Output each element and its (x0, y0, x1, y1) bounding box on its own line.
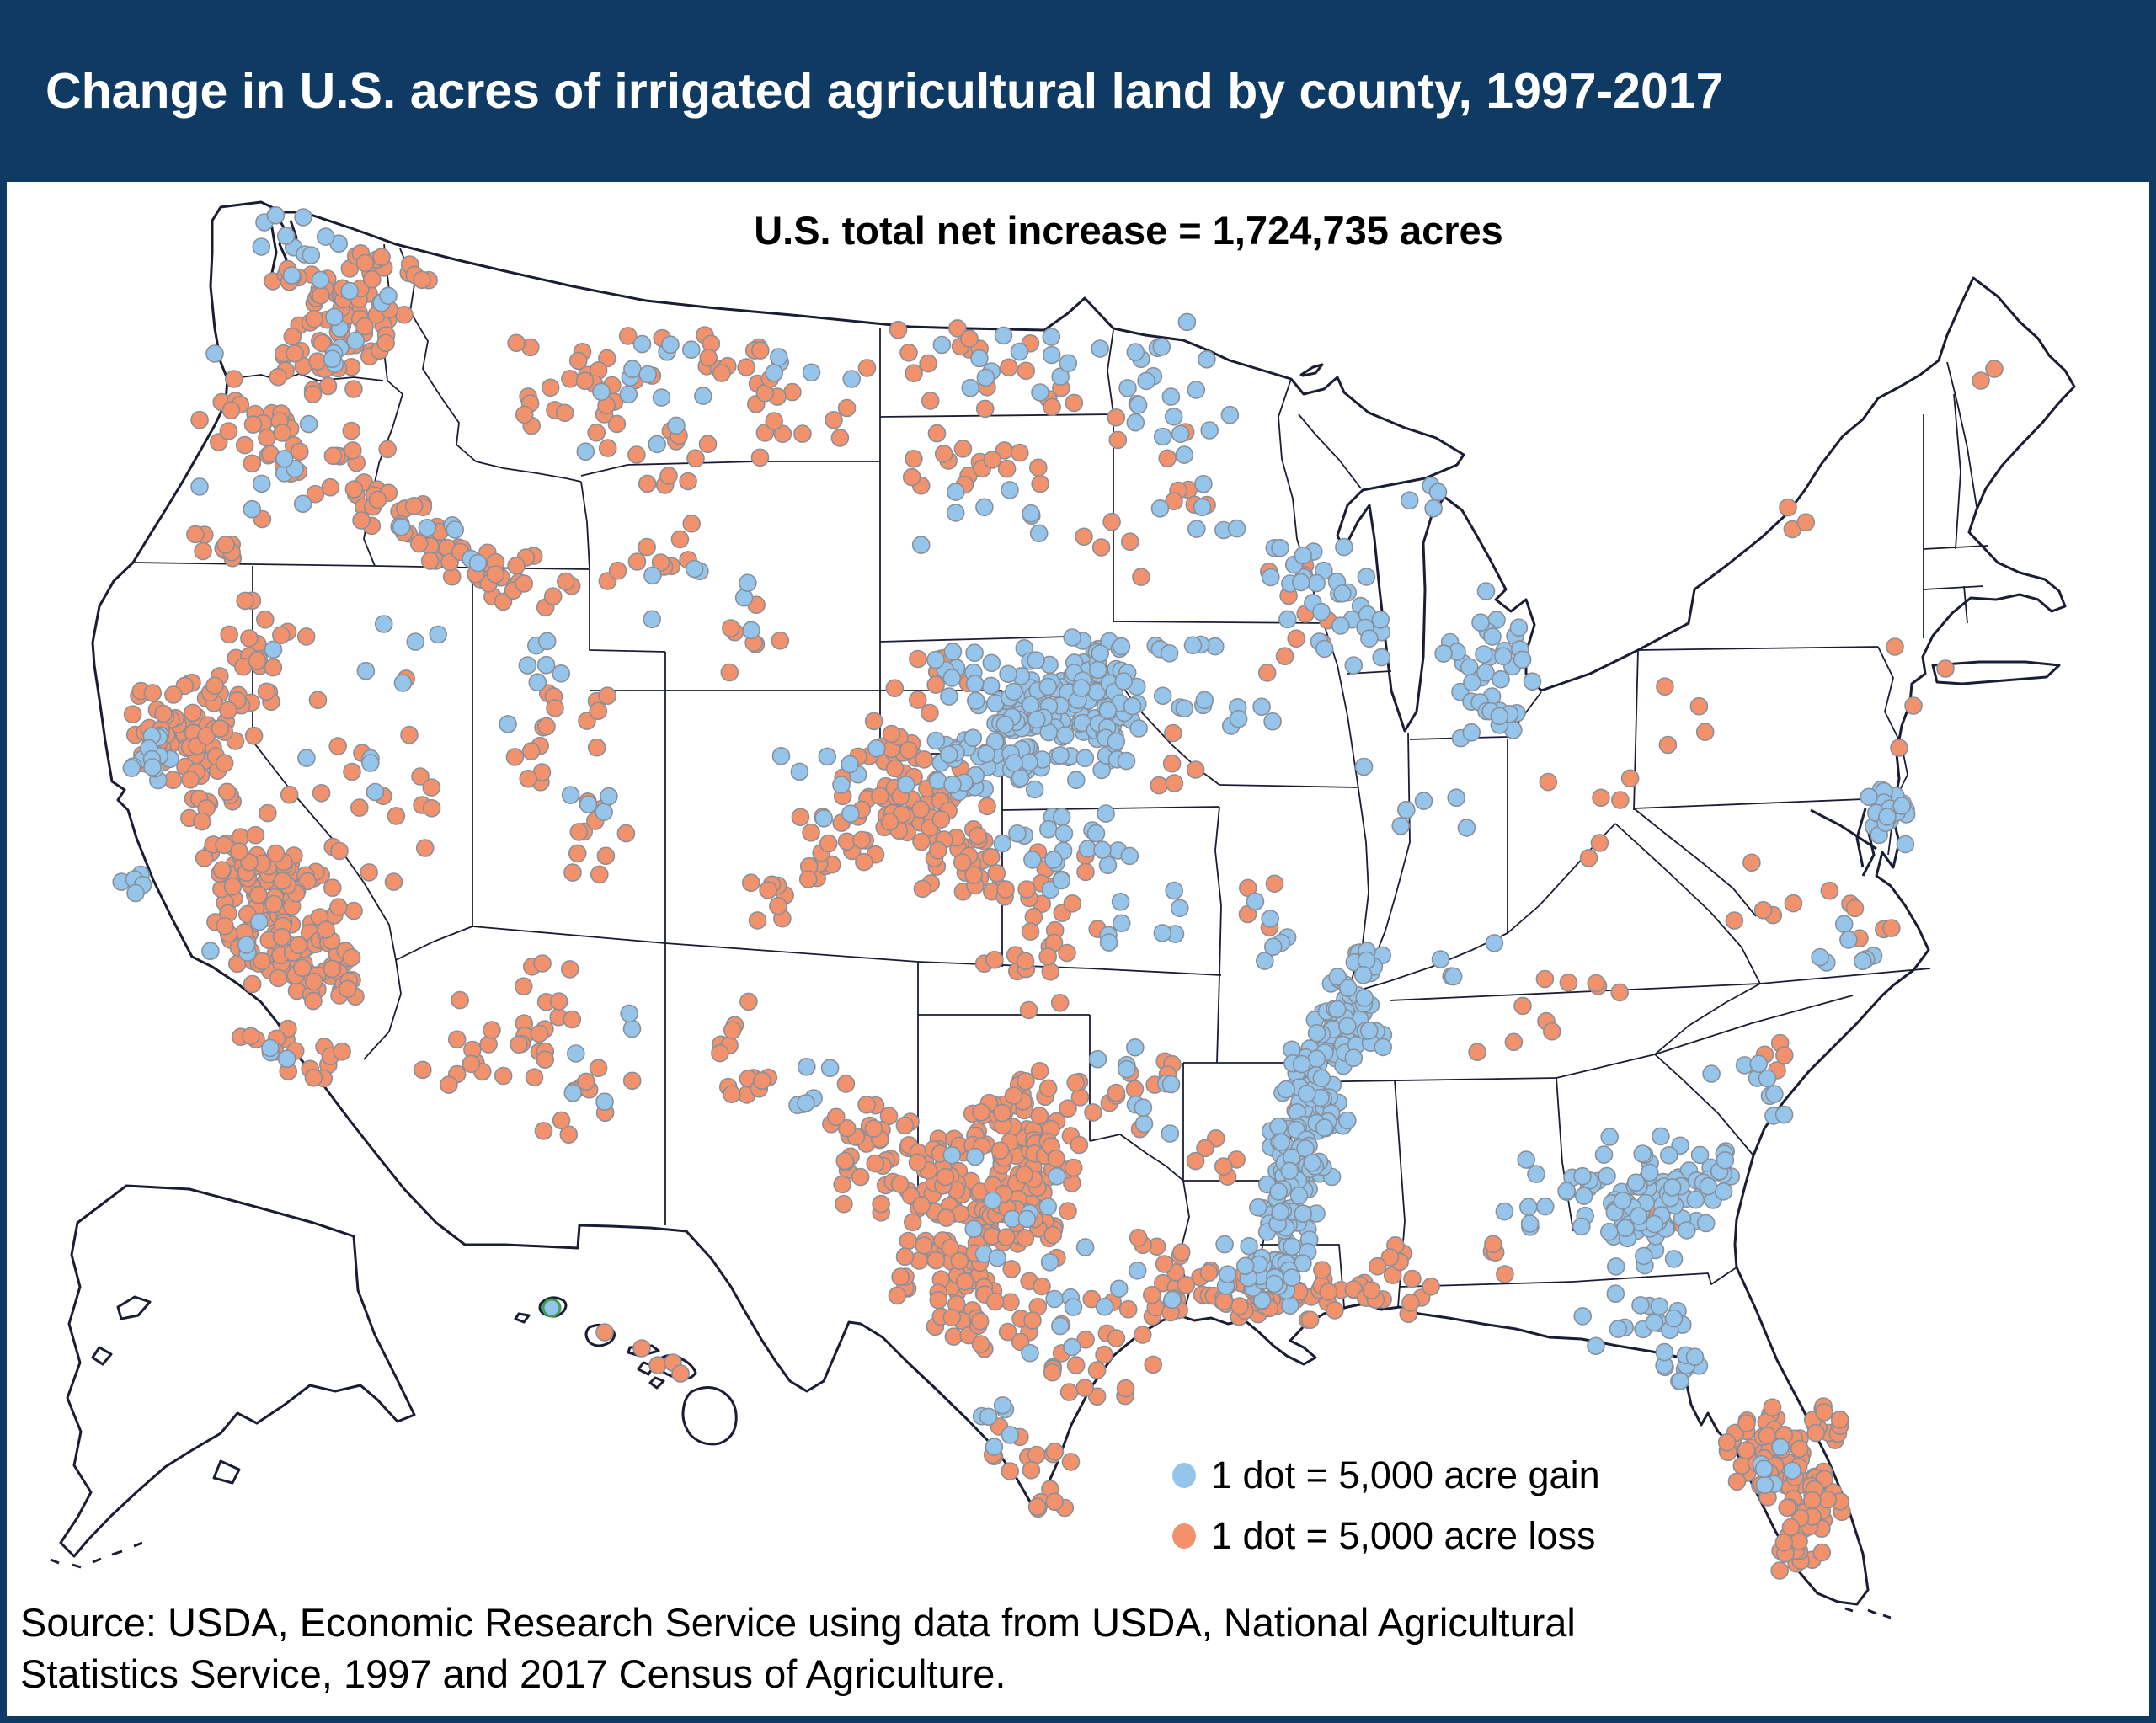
legend-row-gain: 1 dot = 5,000 acre gain (1172, 1445, 1600, 1506)
source-note: Source: USDA, Economic Research Service … (20, 1597, 1576, 1699)
legend-gain-label: 1 dot = 5,000 acre gain (1211, 1454, 1600, 1496)
map-annotation-total: U.S. total net increase = 1,724,735 acre… (754, 208, 1503, 253)
hawaii (514, 1296, 738, 1446)
long-island (1931, 660, 2061, 685)
legend-loss-label: 1 dot = 5,000 acre loss (1211, 1514, 1596, 1557)
title-bar: Change in U.S. acres of irrigated agricu… (0, 0, 2156, 182)
dots-gain-layer (112, 206, 1916, 1494)
source-line-2: Statistics Service, 1997 and 2017 Census… (20, 1651, 1006, 1696)
isle-royale (1299, 363, 1324, 377)
gain-dot-icon (1172, 1463, 1196, 1488)
loss-dot-icon (1172, 1523, 1196, 1549)
legend-row-loss: 1 dot = 5,000 acre loss (1172, 1506, 1600, 1566)
us-map-svg (50, 200, 2076, 1619)
source-line-1: Source: USDA, Economic Research Service … (20, 1600, 1576, 1645)
us-map (0, 182, 2156, 1723)
florida-keys (1844, 1607, 1892, 1619)
dots-loss-layer (123, 243, 2004, 1580)
alaska (50, 1184, 416, 1569)
map-legend: 1 dot = 5,000 acre gain 1 dot = 5,000 ac… (1172, 1445, 1600, 1566)
aleutian-islands (50, 1541, 143, 1569)
page-title: Change in U.S. acres of irrigated agricu… (45, 63, 1724, 119)
